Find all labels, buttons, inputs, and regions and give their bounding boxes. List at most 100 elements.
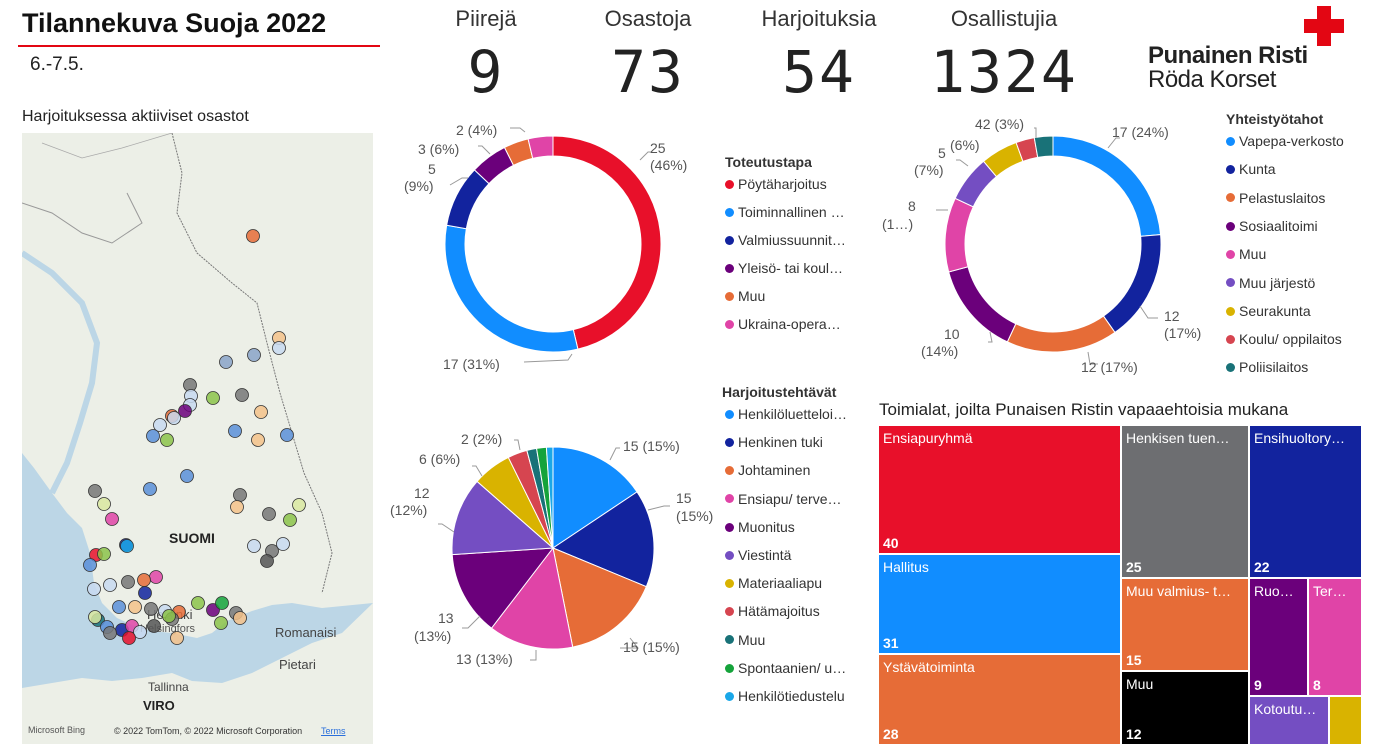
map-marker[interactable] bbox=[103, 578, 117, 592]
legend-item[interactable]: Valmiussuunnit… bbox=[725, 232, 846, 248]
map-marker[interactable] bbox=[276, 537, 290, 551]
legend-item[interactable]: Materiaaliapu bbox=[725, 575, 822, 591]
map-marker[interactable] bbox=[247, 539, 261, 553]
map-marker[interactable] bbox=[247, 348, 261, 362]
legend-item[interactable]: Henkinen tuki bbox=[725, 434, 823, 450]
treemap-cell-ruoka[interactable]: Ruo… 9 bbox=[1249, 578, 1308, 696]
legend-item[interactable]: Sosiaalitoimi bbox=[1226, 218, 1318, 234]
donut2-slice[interactable] bbox=[944, 197, 974, 273]
legend-item[interactable]: Viestintä bbox=[725, 547, 791, 563]
legend-item[interactable]: Ensiapu/ terve… bbox=[725, 491, 842, 507]
pie-slice[interactable] bbox=[490, 546, 574, 650]
map-marker[interactable] bbox=[262, 507, 276, 521]
map-marker[interactable] bbox=[133, 625, 147, 639]
donut1-slice[interactable] bbox=[527, 135, 554, 159]
treemap-cell-muu-valmius[interactable]: Muu valmius- t… 15 bbox=[1121, 578, 1249, 671]
donut2-slice[interactable] bbox=[1033, 135, 1054, 158]
map-marker[interactable] bbox=[112, 600, 126, 614]
map-marker[interactable] bbox=[178, 404, 192, 418]
legend-item[interactable]: Vapepa-verkosto bbox=[1226, 133, 1344, 149]
map-marker[interactable] bbox=[162, 609, 176, 623]
treemap-cell-muu[interactable]: Muu 12 bbox=[1121, 671, 1249, 745]
legend-item[interactable]: Ukraina-opera… bbox=[725, 316, 841, 332]
legend-item[interactable]: Spontaanien/ u… bbox=[725, 660, 846, 676]
map-marker[interactable] bbox=[272, 341, 286, 355]
pie-slice[interactable] bbox=[552, 547, 647, 648]
pie-slice[interactable] bbox=[552, 446, 638, 549]
map-marker[interactable] bbox=[97, 547, 111, 561]
map-marker[interactable] bbox=[235, 388, 249, 402]
map-marker[interactable] bbox=[254, 405, 268, 419]
map-marker[interactable] bbox=[97, 497, 111, 511]
legend-item[interactable]: Pelastuslaitos bbox=[1226, 190, 1325, 206]
map-marker[interactable] bbox=[144, 602, 158, 616]
treemap-cell-ensiapuryhma[interactable]: Ensiapuryhmä 40 bbox=[878, 425, 1121, 554]
map-marker[interactable] bbox=[215, 596, 229, 610]
map-marker[interactable] bbox=[292, 498, 306, 512]
map-view[interactable]: SUOMI Helsinki Helsingfors Romanaisi Pie… bbox=[22, 133, 373, 744]
map-marker[interactable] bbox=[153, 418, 167, 432]
pie-slice[interactable] bbox=[451, 547, 555, 629]
map-marker[interactable] bbox=[138, 586, 152, 600]
map-marker[interactable] bbox=[103, 626, 117, 640]
map-marker[interactable] bbox=[251, 433, 265, 447]
pie-slice[interactable] bbox=[551, 491, 655, 588]
treemap-cell-henkisen-tuen[interactable]: Henkisen tuen… 25 bbox=[1121, 425, 1249, 578]
legend-item[interactable]: Pöytäharjoitus bbox=[725, 176, 827, 192]
map-marker[interactable] bbox=[160, 433, 174, 447]
pie-slice[interactable] bbox=[545, 446, 554, 549]
map-terms-link[interactable]: Terms bbox=[321, 726, 346, 736]
donut2-slice[interactable] bbox=[1052, 135, 1162, 237]
donut1-slice[interactable] bbox=[552, 135, 662, 350]
map-marker[interactable] bbox=[191, 596, 205, 610]
map-marker[interactable] bbox=[246, 229, 260, 243]
legend-item[interactable]: Seurakunta bbox=[1226, 303, 1311, 319]
map-marker[interactable] bbox=[219, 355, 233, 369]
map-marker[interactable] bbox=[143, 482, 157, 496]
map-marker[interactable] bbox=[105, 512, 119, 526]
map-marker[interactable] bbox=[180, 469, 194, 483]
map-marker[interactable] bbox=[88, 484, 102, 498]
legend-item[interactable]: Koulu/ oppilaitos bbox=[1226, 331, 1342, 347]
map-marker[interactable] bbox=[137, 573, 151, 587]
treemap-cell-ensihuoltoryhma[interactable]: Ensihuoltory… 22 bbox=[1249, 425, 1362, 578]
legend-item[interactable]: Henkilöluetteloi… bbox=[725, 406, 847, 422]
map-marker[interactable] bbox=[149, 570, 163, 584]
donut2-slice[interactable] bbox=[1006, 315, 1116, 353]
legend-item[interactable]: Johtaminen bbox=[725, 462, 810, 478]
map-marker[interactable] bbox=[233, 488, 247, 502]
treemap-cell-other[interactable] bbox=[1329, 696, 1362, 745]
map-marker[interactable] bbox=[280, 428, 294, 442]
map-marker[interactable] bbox=[233, 611, 247, 625]
legend-item[interactable]: Poliisilaitos bbox=[1226, 359, 1308, 375]
map-marker[interactable] bbox=[230, 500, 244, 514]
map-marker[interactable] bbox=[88, 610, 102, 624]
map-marker[interactable] bbox=[128, 600, 142, 614]
pie-slice[interactable] bbox=[451, 480, 555, 556]
legend-item[interactable]: Muu järjestö bbox=[1226, 275, 1315, 291]
treemap-cell-ystavatoiminta[interactable]: Ystävätoiminta 28 bbox=[878, 654, 1121, 745]
legend-item[interactable]: Muu bbox=[1226, 246, 1266, 262]
map-marker[interactable] bbox=[167, 411, 181, 425]
map-marker[interactable] bbox=[260, 554, 274, 568]
map-marker[interactable] bbox=[206, 391, 220, 405]
treemap-cell-hallitus[interactable]: Hallitus 31 bbox=[878, 554, 1121, 654]
map-marker[interactable] bbox=[120, 539, 134, 553]
map-marker[interactable] bbox=[170, 631, 184, 645]
map-marker[interactable] bbox=[83, 558, 97, 572]
map-marker[interactable] bbox=[121, 575, 135, 589]
legend-item[interactable]: Muonitus bbox=[725, 519, 795, 535]
legend-item[interactable]: Muu bbox=[725, 288, 765, 304]
map-marker[interactable] bbox=[228, 424, 242, 438]
map-marker[interactable] bbox=[146, 429, 160, 443]
map-marker[interactable] bbox=[214, 616, 228, 630]
legend-item[interactable]: Henkilötiedustelu bbox=[725, 688, 845, 704]
map-marker[interactable] bbox=[283, 513, 297, 527]
legend-item[interactable]: Hätämajoitus bbox=[725, 603, 820, 619]
map-marker[interactable] bbox=[147, 619, 161, 633]
treemap-cell-kotoutuminen[interactable]: Kotoutu… bbox=[1249, 696, 1329, 745]
legend-item[interactable]: Kunta bbox=[1226, 161, 1276, 177]
legend-item[interactable]: Muu bbox=[725, 632, 765, 648]
donut1-slice[interactable] bbox=[446, 169, 490, 230]
map-marker[interactable] bbox=[122, 631, 136, 645]
